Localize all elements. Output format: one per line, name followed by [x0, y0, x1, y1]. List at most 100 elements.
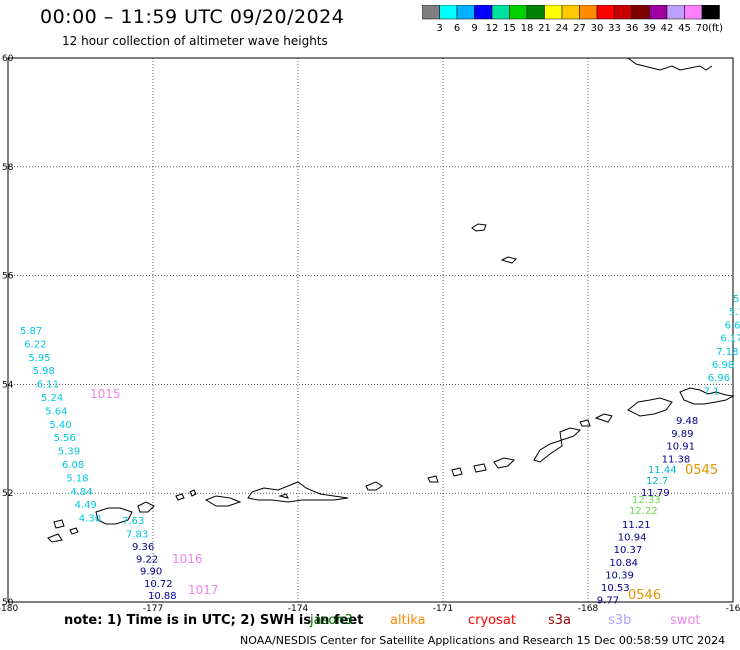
coast-umnak	[627, 397, 673, 417]
swh-value-east: 7.1	[704, 386, 720, 397]
lat-tick-label: 58	[2, 163, 14, 173]
swh-value-east: 11.38	[662, 454, 691, 465]
coast-rat-group	[247, 481, 349, 503]
colorbar-label: 45	[678, 23, 691, 34]
swh-value-west: 9.36	[132, 542, 154, 553]
coast-st-george-island	[500, 256, 517, 264]
coast-commander-islands	[47, 519, 79, 543]
swh-value-east: 12.33	[632, 495, 661, 506]
lat-tick-label: 60	[2, 54, 14, 64]
coastline	[47, 57, 735, 543]
swh-value-east: 5.1	[729, 307, 740, 318]
lat-tick-label: 50	[2, 598, 14, 608]
swh-value-west: 6.11	[37, 380, 59, 391]
swh-value-east: 12.7	[646, 476, 668, 487]
legend-item-altika: altika	[390, 613, 426, 628]
swh-value-east: 6.17	[720, 334, 740, 345]
swh-value-west: 10.88	[148, 591, 177, 602]
swh-value-east: 10.37	[614, 545, 643, 556]
swh-value-west: 5.24	[41, 393, 63, 404]
swh-value-east: 6.98	[712, 360, 734, 371]
footer-note: note: 1) Time is in UTC; 2) SWH is in fe…	[64, 613, 364, 628]
coast-attu	[95, 507, 133, 525]
swh-value-east: 5	[733, 294, 739, 305]
swh-value-west: 4.84	[70, 487, 92, 498]
swh-value-west: 5.98	[33, 366, 55, 377]
lat-tick-label: 52	[2, 489, 13, 499]
coast-islands-4mtn	[579, 413, 613, 427]
swh-value-west: 5.40	[49, 420, 71, 431]
lat-tick-label: 56	[2, 272, 14, 282]
swh-value-east: 6.6	[725, 320, 740, 331]
swh-value-east: 11.44	[648, 465, 677, 476]
swh-value-west: 5.18	[66, 473, 88, 484]
page-title: 00:00 – 11:59 UTC 09/20/2024	[40, 6, 345, 28]
pass-time-label: 1015	[90, 387, 121, 401]
swh-value-east: 7.18	[716, 347, 738, 358]
swh-value-east: 10.53	[601, 583, 630, 594]
swh-value-west: 4.49	[75, 500, 97, 511]
swh-value-west: 7.83	[126, 530, 148, 541]
swh-value-east: 11.21	[622, 520, 651, 531]
coast-near-islands-b	[137, 501, 155, 513]
swh-value-east: 10.91	[666, 442, 695, 453]
swh-value-west: 9.22	[136, 554, 158, 565]
swh-value-east: 10.39	[605, 570, 634, 581]
swh-value-east: 10.84	[609, 558, 638, 569]
pass-time-label: 0546	[628, 588, 661, 603]
legend-item-swot: swot	[670, 613, 701, 628]
map-plot: 5.87 6.22 5.95 5.98 6.11 5.24 5.64 5.40 5.56 5.39…	[0, 54, 740, 612]
legend-item-jason3: jason3	[310, 613, 353, 628]
swh-value-west: 4.30	[79, 514, 101, 525]
swh-value-west: 6.08	[62, 460, 84, 471]
pass-time-label: 1017	[188, 583, 219, 597]
legend-item-s3b: s3b	[608, 613, 632, 628]
colorbar-label: 30	[591, 23, 604, 34]
colorbar-label: 27	[573, 23, 586, 34]
axis-tick-labels: -180 -177 -174 -171 -168 -16 60 58 56 54 52 50	[0, 54, 740, 612]
coast-small-isles	[175, 489, 289, 501]
colorbar-label: 24	[556, 23, 569, 34]
colorbar-label: 9	[471, 23, 477, 34]
lon-tick-label: -168	[578, 604, 599, 612]
colorbar-label: 6	[454, 23, 460, 34]
lon-tick-label: -177	[143, 604, 163, 612]
legend-item-s3a: s3a	[548, 613, 572, 628]
page-subtitle: 12 hour collection of altimeter wave hei…	[62, 34, 328, 48]
lon-tick-label: -180	[0, 604, 18, 612]
swh-value-east: 11.79	[641, 488, 670, 499]
coast-andreanof	[451, 457, 516, 477]
lat-tick-label: 54	[2, 380, 14, 390]
swh-value-east: 12.22	[629, 506, 658, 517]
swh-value-west: 6.22	[24, 339, 46, 350]
swh-value-east: 9.89	[671, 429, 693, 440]
colorbar-label: 18	[521, 23, 534, 34]
coast-mainland	[627, 57, 713, 71]
map-frame	[7, 57, 734, 603]
lon-tick-label: -16	[726, 604, 740, 612]
credit-line: NOAA/NESDIS Center for Satellite Applica…	[240, 634, 726, 647]
colorbar-label: 39	[643, 23, 656, 34]
colorbar-label: 12	[486, 23, 499, 34]
swh-value-east: 9.48	[676, 416, 698, 427]
swh-value-west: 9.90	[140, 567, 162, 578]
swh-value-west: 5.95	[28, 353, 50, 364]
coast-rat-islands	[365, 475, 439, 491]
swh-value-east: 6.96	[708, 373, 730, 384]
colorbar-label: 42	[661, 23, 674, 34]
colorbar-label: 33	[608, 23, 621, 34]
lon-tick-label: -171	[433, 604, 453, 612]
coast-unalaska	[679, 387, 735, 405]
swh-value-west: 5.39	[58, 447, 80, 458]
coast-atka-amlia	[533, 427, 582, 463]
colorbar: 3 6 9 12 15 18 21 24 27 30 33 36 39 42 45 70 (ft)	[422, 5, 723, 34]
coast-near-islands-a	[204, 495, 242, 507]
colorbar-label: 36	[626, 23, 639, 34]
colorbar-label: 70	[696, 23, 709, 34]
swh-value-west: 5.64	[45, 406, 67, 417]
swh-value-west: 5.87	[20, 326, 42, 337]
map-gridlines	[8, 58, 733, 602]
swh-value-west: 5.56	[54, 433, 76, 444]
swh-value-west: 10.72	[144, 579, 173, 590]
colorbar-label: 3	[436, 23, 442, 34]
